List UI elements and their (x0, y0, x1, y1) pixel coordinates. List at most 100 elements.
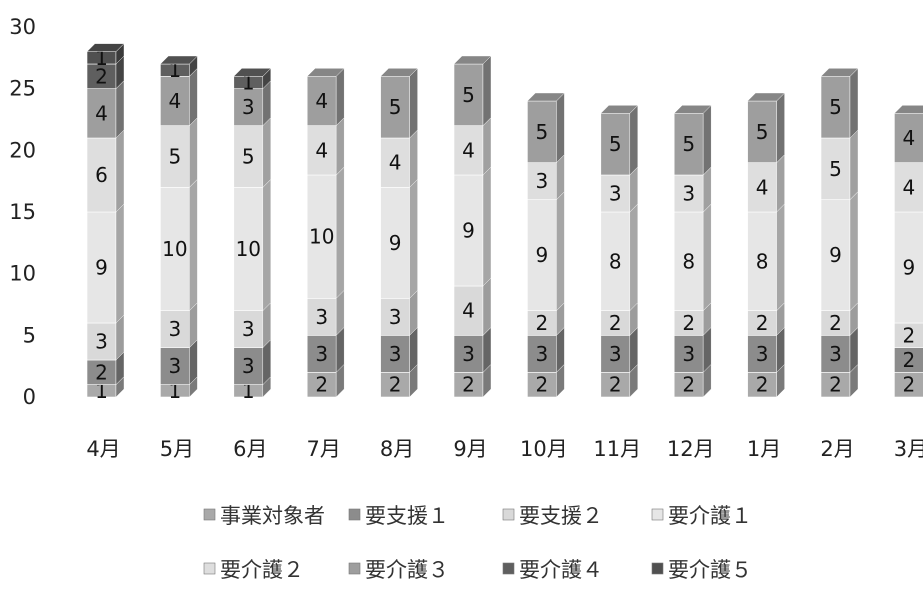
bar-stack: 2 3 2 8 3 5 (600, 104, 639, 398)
bar-stack: 2 3 2 9 5 5 (820, 67, 859, 398)
bar-top (600, 105, 639, 114)
bar-segment-side (409, 129, 418, 188)
data-label: 5 (829, 157, 842, 181)
bar-segment (820, 310, 851, 336)
x-tick-label: 8月 (380, 437, 414, 461)
bar-segment-side (629, 104, 638, 176)
data-label: 3 (756, 342, 769, 366)
bar-segment-side (189, 67, 198, 127)
legend-item: 要介護４ (502, 558, 603, 582)
data-label: 9 (462, 219, 475, 243)
legend-item: 要介護２ (203, 558, 304, 582)
bar-segment (160, 187, 190, 311)
y-tick-label: 0 (23, 385, 36, 409)
x-tick-label: 9月 (453, 437, 487, 461)
data-label: 2 (609, 311, 622, 335)
data-label: 2 (95, 64, 108, 88)
bar-segment (673, 113, 704, 176)
bar-top (233, 68, 272, 77)
x-tick-label: 12月 (667, 437, 715, 461)
legend-label: 要支援２ (519, 504, 603, 528)
data-label: 2 (95, 360, 108, 384)
bar-segment-side (115, 80, 125, 139)
y-axis: 0 5 10 15 20 25 30 (9, 15, 36, 409)
bar-top (86, 43, 125, 52)
data-label: 2 (903, 348, 916, 372)
x-tick-label: 11月 (593, 437, 641, 461)
bar-segment (306, 76, 337, 126)
data-label: 9 (829, 243, 842, 267)
y-tick-label: 15 (9, 200, 36, 224)
legend-label: 要介護４ (519, 558, 603, 582)
bar-segment (527, 335, 557, 373)
bar-segment (380, 187, 410, 299)
data-label: 2 (682, 311, 695, 335)
bar-segment (820, 335, 851, 373)
bar-top (673, 105, 712, 114)
data-label: 2 (829, 311, 842, 335)
bar-stack: 2 3 2 9 3 5 (526, 92, 565, 398)
data-label: 3 (169, 354, 182, 378)
bar-segment-side (115, 203, 125, 324)
data-label: 4 (903, 175, 916, 199)
bar-segment (160, 125, 190, 188)
data-label: 3 (536, 169, 549, 193)
data-label: 4 (389, 151, 402, 175)
data-label: 3 (169, 317, 182, 341)
legend-swatch (348, 508, 361, 521)
bar-segment (306, 372, 337, 398)
y-tick-label: 5 (23, 323, 36, 347)
data-label: 2 (682, 373, 695, 397)
bar-segment (306, 174, 337, 299)
bar-segment-side (776, 92, 785, 164)
bar-segment-side (703, 104, 712, 176)
data-label: 9 (95, 256, 108, 280)
data-label: 2 (756, 373, 769, 397)
bar-segment-side (409, 178, 418, 299)
bar-top (747, 92, 786, 102)
bar-segment-side (482, 166, 492, 287)
data-label: 3 (242, 95, 255, 119)
legend: 事業対象者 要支援１ 要支援２ 要介護１ 要介護２ 要介護３ 要介護４ 要介護５ (203, 504, 752, 582)
bar-segment (820, 372, 851, 398)
bar-segment-side (336, 166, 345, 299)
bar-segment (453, 372, 484, 398)
bar-segment-side (556, 191, 565, 312)
legend-swatch (502, 562, 515, 575)
data-label: 3 (682, 342, 695, 366)
bar-segment (233, 88, 264, 126)
bar-segment (820, 199, 851, 311)
bar-top (820, 68, 859, 77)
data-label: 2 (829, 373, 842, 397)
bar-segment (820, 76, 851, 139)
bar-segment (160, 347, 190, 385)
y-tick-label: 25 (9, 77, 36, 101)
legend-swatch (502, 508, 515, 521)
bar-segment (600, 174, 631, 213)
data-label: 3 (315, 305, 328, 329)
bar-segment-side (849, 129, 859, 201)
bar-segment-side (189, 117, 198, 188)
data-label: 5 (756, 120, 769, 144)
bar-segment (747, 211, 777, 311)
data-label: 10 (236, 237, 261, 261)
data-label: 9 (389, 231, 402, 255)
bar-segment-side (409, 67, 418, 139)
x-tick-label: 3月 (894, 437, 923, 461)
bar-segment (160, 76, 190, 126)
bar-top (159, 55, 198, 65)
legend-swatch (203, 562, 216, 575)
data-label: 2 (903, 323, 916, 347)
bar-segment (86, 88, 117, 139)
legend-swatch (348, 562, 361, 575)
bar-segment (233, 347, 264, 385)
bar-segment (894, 347, 923, 373)
data-label: 5 (242, 145, 255, 169)
x-tick-label: 6月 (233, 437, 267, 461)
legend-item: 要介護１ (651, 504, 752, 528)
data-label: 4 (756, 175, 769, 199)
bar-segment-side (703, 203, 712, 312)
data-label: 9 (536, 243, 549, 267)
